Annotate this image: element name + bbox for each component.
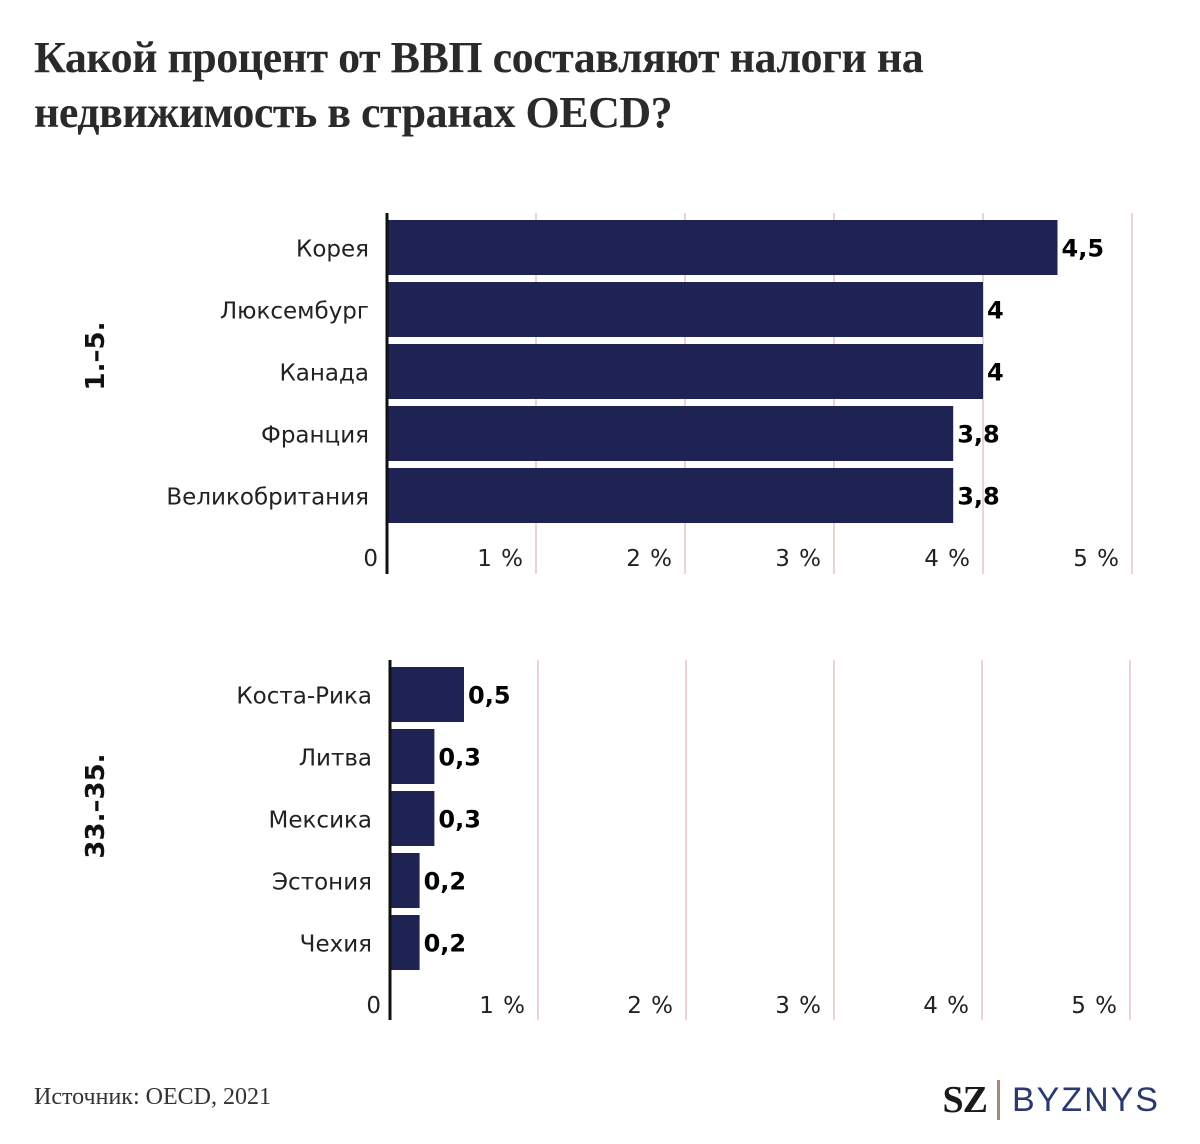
x-tick-label: 4 % <box>924 546 971 572</box>
category-label: Люксембург <box>220 299 369 325</box>
category-label: Франция <box>261 423 369 449</box>
bar <box>387 220 1058 275</box>
value-label: 0,2 <box>424 868 467 896</box>
logo-byznys: BYZNYS <box>1011 1080 1160 1119</box>
value-label: 3,8 <box>957 421 1000 449</box>
bar <box>387 406 954 461</box>
value-label: 0,2 <box>424 930 467 958</box>
x-tick-label: 0 <box>366 993 382 1019</box>
category-label: Литва <box>299 746 372 772</box>
category-label: Великобритания <box>166 485 369 511</box>
category-label: Мексика <box>269 808 372 834</box>
x-tick-label: 3 % <box>775 546 822 572</box>
value-label: 3,8 <box>957 483 1000 511</box>
value-label: 0,3 <box>438 806 481 834</box>
bar <box>390 853 420 908</box>
category-label: Эстония <box>272 870 372 896</box>
x-tick-label: 1 % <box>477 546 524 572</box>
group-label: 1.–5. <box>81 322 111 391</box>
bar <box>390 791 435 846</box>
value-label: 4 <box>987 297 1004 325</box>
category-label: Чехия <box>300 932 372 958</box>
logo-sz: SZ <box>942 1079 987 1121</box>
bar <box>387 468 954 523</box>
category-label: Коста-Рика <box>236 684 372 710</box>
x-tick-label: 2 % <box>627 993 674 1019</box>
group-label: 33.–35. <box>81 753 111 858</box>
value-label: 0,5 <box>468 682 511 710</box>
bar <box>390 915 420 970</box>
x-tick-label: 3 % <box>775 993 822 1019</box>
category-label: Канада <box>279 361 369 387</box>
x-tick-label: 2 % <box>626 546 673 572</box>
bar <box>387 282 983 337</box>
logo-divider <box>996 1080 1000 1120</box>
x-tick-label: 1 % <box>479 993 526 1019</box>
bar <box>387 344 983 399</box>
chart-title: Какой процент от ВВП составляют налоги н… <box>34 33 924 137</box>
sz-byznys-logo: SZ BYZNYS <box>942 1078 1160 1122</box>
x-tick-label: 5 % <box>1071 993 1118 1019</box>
x-tick-label: 4 % <box>923 993 970 1019</box>
value-label: 4 <box>987 359 1004 387</box>
source-note: Источник: OECD, 2021 <box>34 1084 271 1110</box>
bar <box>390 667 464 722</box>
value-label: 0,3 <box>438 744 481 772</box>
x-tick-label: 5 % <box>1073 546 1120 572</box>
bar <box>390 729 435 784</box>
x-tick-label: 0 <box>363 546 379 572</box>
value-label: 4,5 <box>1062 235 1105 263</box>
category-label: Корея <box>296 237 369 263</box>
